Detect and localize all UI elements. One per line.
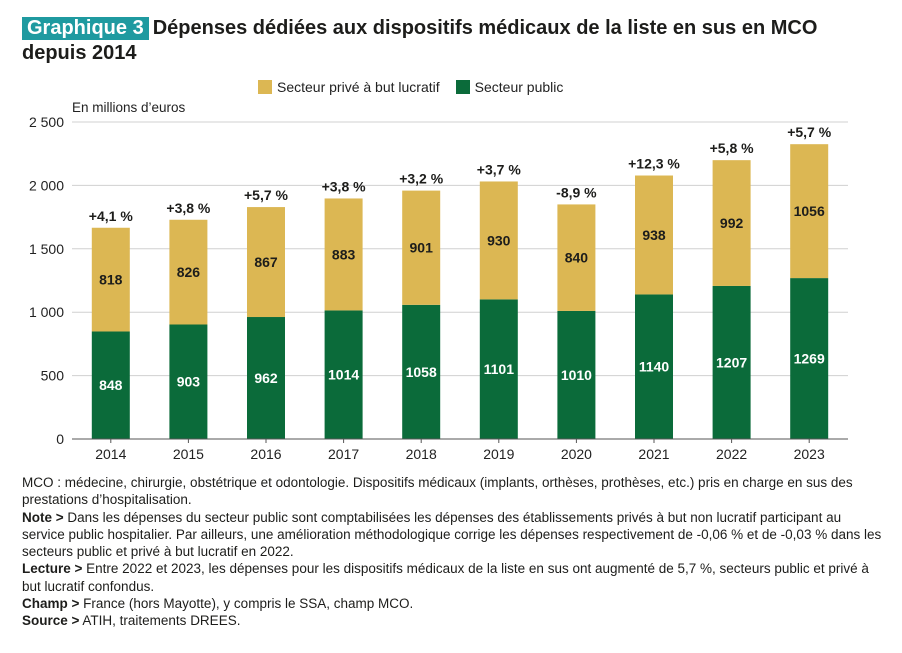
champ-text: France (hors Mayotte), y compris le SSA,… xyxy=(79,596,414,612)
bar-private xyxy=(402,190,441,305)
y-axis-unit-label: En millions d’euros xyxy=(72,100,186,115)
legend-swatch-private xyxy=(258,80,272,94)
x-tick-label: 2018 xyxy=(406,446,437,462)
legend-item-private: Secteur privé à but lucratif xyxy=(258,79,440,95)
note-source: Source > ATIH, traitements DREES. xyxy=(22,612,882,629)
chart-header: Graphique 3 Dépenses dédiées aux disposit… xyxy=(22,16,882,66)
data-label-public: 848 xyxy=(99,377,123,393)
x-tick-label: 2023 xyxy=(794,446,825,462)
chart-title-text: Dépenses dédiées aux dispositifs médicau… xyxy=(22,17,818,64)
data-label-private: 867 xyxy=(254,254,278,270)
growth-label: +5,8 % xyxy=(710,140,755,156)
growth-label: +12,3 % xyxy=(628,156,680,172)
bar-private xyxy=(712,160,751,286)
bar-private xyxy=(635,175,673,295)
x-tick-label: 2015 xyxy=(173,446,204,462)
note-label: Note > xyxy=(22,509,64,525)
growth-label: +3,8 % xyxy=(322,178,367,194)
data-label-private: 930 xyxy=(487,232,511,248)
growth-label: +3,7 % xyxy=(477,161,522,177)
bar-public xyxy=(324,310,363,439)
y-tick-label: 500 xyxy=(41,368,65,384)
data-label-private: 818 xyxy=(99,272,123,288)
data-label-public: 903 xyxy=(177,374,201,390)
data-label-public: 1014 xyxy=(328,367,359,383)
graphique-badge: Graphique 3 xyxy=(22,17,149,40)
data-label-public: 1269 xyxy=(794,351,825,367)
data-label-public: 962 xyxy=(254,370,278,386)
x-tick-label: 2014 xyxy=(95,446,126,462)
stacked-bar-chart: 0 500 1 000 1 500 2 000 2 500 848 818 +4,1 % 2014… xyxy=(29,114,848,462)
data-label-public: 1058 xyxy=(406,364,437,380)
x-tick-label: 2022 xyxy=(716,446,747,462)
data-label-public: 1101 xyxy=(484,361,515,377)
bar-private xyxy=(790,144,829,279)
bar-public xyxy=(91,331,130,439)
bar-public xyxy=(247,317,285,439)
note-text: Dans les dépenses du secteur public sont… xyxy=(22,509,882,560)
growth-label: +5,7 % xyxy=(244,187,289,203)
data-label-public: 1207 xyxy=(716,354,747,370)
chart-title: Graphique 3 Dépenses dédiées aux disposit… xyxy=(22,16,882,66)
growth-label: -8,9 % xyxy=(556,184,597,200)
y-tick-label: 2 500 xyxy=(29,114,64,130)
data-label-private: 1056 xyxy=(794,203,825,219)
note-champ: Champ > France (hors Mayotte), y compris… xyxy=(22,595,882,612)
data-label-public: 1140 xyxy=(639,359,670,375)
bar-public xyxy=(635,294,673,439)
lecture-text: Entre 2022 et 2023, les dépenses pour le… xyxy=(22,561,869,594)
source-label: Source > xyxy=(22,613,80,629)
x-tick-label: 2021 xyxy=(638,446,669,462)
bar-public xyxy=(557,310,596,439)
bar-private xyxy=(247,207,285,318)
bar-public xyxy=(479,299,518,439)
data-label-private: 938 xyxy=(642,227,666,243)
bar-private xyxy=(91,227,130,332)
data-label-private: 826 xyxy=(177,264,201,280)
data-label-private: 901 xyxy=(410,240,434,256)
note-methodology: Note > Dans les dépenses du secteur publ… xyxy=(22,509,882,561)
bar-private xyxy=(169,219,208,325)
y-tick-label: 0 xyxy=(56,431,64,447)
legend: Secteur privé à but lucratif Secteur pub… xyxy=(258,79,579,95)
lecture-label: Lecture > xyxy=(22,561,83,577)
bar-public xyxy=(712,285,751,439)
x-tick-label: 2016 xyxy=(250,446,281,462)
legend-label-public: Secteur public xyxy=(474,79,564,95)
y-tick-label: 2 000 xyxy=(29,177,64,193)
chart-notes: MCO : médecine, chirurgie, obstétrique e… xyxy=(22,474,882,630)
legend-swatch-public xyxy=(455,80,470,94)
bar-public xyxy=(790,278,829,439)
y-tick-label: 1 000 xyxy=(29,304,64,320)
data-label-private: 840 xyxy=(565,250,589,266)
data-label-public: 1010 xyxy=(561,367,592,383)
x-tick-label: 2019 xyxy=(483,446,514,462)
note-lecture: Lecture > Entre 2022 et 2023, les dépens… xyxy=(22,560,882,595)
bar-public xyxy=(402,304,441,439)
growth-label: +4,1 % xyxy=(89,208,134,224)
legend-item-public: Secteur public xyxy=(455,79,564,95)
growth-label: +3,8 % xyxy=(166,200,211,216)
bar-private xyxy=(479,181,518,300)
bar-private xyxy=(557,204,596,311)
y-tick-label: 1 500 xyxy=(29,241,64,257)
bar-private xyxy=(324,198,363,311)
x-tick-label: 2020 xyxy=(561,446,592,462)
growth-label: +5,7 % xyxy=(787,124,832,140)
source-text: ATIH, traitements DREES. xyxy=(79,613,241,629)
champ-label: Champ > xyxy=(22,596,80,612)
legend-label-private: Secteur privé à but lucratif xyxy=(277,79,440,95)
x-tick-label: 2017 xyxy=(328,446,359,462)
data-label-private: 883 xyxy=(332,246,356,262)
bar-public xyxy=(169,324,208,439)
note-definition: MCO : médecine, chirurgie, obstétrique e… xyxy=(22,475,853,508)
data-label-private: 992 xyxy=(720,215,744,231)
growth-label: +3,2 % xyxy=(399,171,444,187)
